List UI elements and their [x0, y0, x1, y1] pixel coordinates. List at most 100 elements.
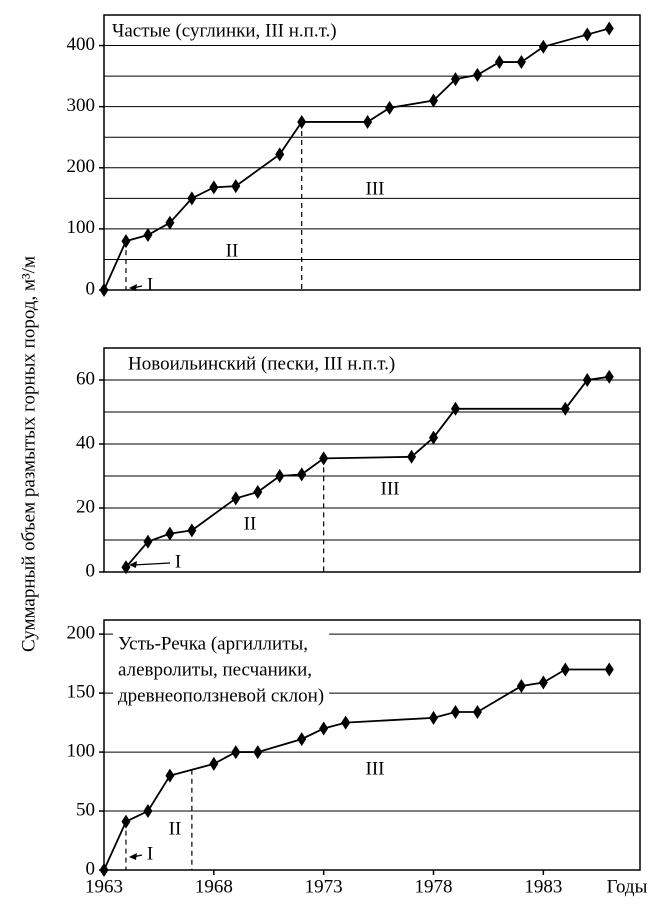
- chart-title: Частые (суглинки, III н.п.т.): [112, 20, 337, 41]
- data-point: [253, 485, 263, 499]
- data-point: [472, 67, 482, 82]
- chart-title: Усть-Речка (аргиллиты,: [118, 633, 308, 654]
- plot-frame: [103, 14, 641, 291]
- x-tick-label: 1963: [85, 876, 123, 897]
- data-point: [341, 715, 351, 730]
- y-axis-label: Суммарный объем размытых горных пород, м…: [18, 256, 39, 652]
- chart-title: Новоильинский (пески, III н.п.т.): [128, 353, 395, 374]
- arrow-head: [128, 853, 137, 860]
- chart-title: древнеоползневой склон): [118, 685, 324, 706]
- y-tick-label: 50: [76, 799, 95, 820]
- data-point: [121, 560, 131, 575]
- stage-label: II: [244, 513, 257, 534]
- data-point: [187, 191, 197, 206]
- data-point: [516, 55, 526, 70]
- x-tick-label: 1968: [195, 876, 233, 897]
- data-point: [407, 449, 417, 464]
- data-point: [582, 27, 592, 42]
- plot-frame: [103, 347, 641, 573]
- data-point: [560, 401, 570, 416]
- data-point: [99, 863, 109, 877]
- stage-label: III: [366, 178, 385, 199]
- arrow-head: [128, 561, 137, 568]
- data-line: [125, 375, 610, 568]
- y-tick-label: 40: [76, 432, 95, 453]
- data-point: [143, 534, 153, 549]
- x-tick-label: 1973: [305, 876, 343, 897]
- data-point: [275, 147, 285, 162]
- data-point: [560, 662, 570, 677]
- data-point: [297, 732, 307, 747]
- data-point: [143, 804, 153, 819]
- data-line: [103, 27, 610, 291]
- y-tick-label: 100: [67, 217, 96, 238]
- data-point: [275, 469, 285, 483]
- data-point: [297, 114, 307, 129]
- data-point: [187, 523, 197, 538]
- data-point: [604, 21, 614, 36]
- y-tick-label: 0: [86, 858, 96, 879]
- y-tick-label: 20: [76, 496, 95, 517]
- panel-title: Частые (суглинки, III н.п.т.): [107, 19, 342, 45]
- data-point: [604, 662, 614, 677]
- data-point: [165, 768, 175, 783]
- y-tick-label: 0: [86, 278, 96, 299]
- data-point: [450, 704, 460, 719]
- data-point: [209, 180, 219, 195]
- data-point: [121, 234, 131, 249]
- data-point: [121, 814, 131, 829]
- title-background: [123, 352, 401, 378]
- y-tick-label: 200: [67, 623, 96, 644]
- data-point: [538, 675, 548, 690]
- data-point: [143, 228, 153, 242]
- data-point: [165, 215, 175, 230]
- y-tick-label: 100: [67, 740, 96, 761]
- data-point: [450, 401, 460, 416]
- data-point: [363, 114, 373, 129]
- arrow-line: [132, 562, 171, 566]
- data-point: [429, 93, 439, 108]
- x-axis-label: Годы: [607, 876, 648, 897]
- data-point: [429, 710, 439, 725]
- stage-label: I: [147, 274, 153, 295]
- data-point: [253, 745, 263, 760]
- data-point: [165, 526, 175, 541]
- data-point: [209, 756, 219, 771]
- data-point: [604, 369, 614, 384]
- data-point: [472, 704, 482, 719]
- stage-label: I: [175, 551, 181, 572]
- data-point: [319, 721, 329, 736]
- stage-label: III: [366, 758, 385, 779]
- x-tick-label: 1983: [524, 876, 562, 897]
- data-point: [385, 100, 395, 115]
- data-point: [297, 467, 307, 482]
- chart-title: алевролиты, песчаники,: [118, 659, 312, 680]
- y-tick-label: 200: [67, 156, 96, 177]
- stage-label: II: [169, 818, 182, 839]
- data-point: [516, 679, 526, 694]
- data-point: [231, 491, 241, 506]
- data-point: [231, 179, 241, 194]
- y-tick-label: 300: [67, 95, 96, 116]
- arrow-head: [128, 284, 137, 291]
- data-point: [494, 55, 504, 70]
- data-point: [538, 39, 548, 54]
- data-point: [429, 430, 439, 445]
- plot-frame: [103, 619, 641, 871]
- data-point: [450, 72, 460, 87]
- panel-title: Новоильинский (пески, III н.п.т.): [123, 352, 401, 378]
- y-tick-label: 0: [86, 560, 96, 581]
- stage-label: III: [381, 478, 400, 499]
- y-tick-label: 60: [76, 368, 95, 389]
- x-tick-label: 1978: [415, 876, 453, 897]
- y-tick-label: 150: [67, 681, 96, 702]
- data-point: [231, 745, 241, 760]
- stage-label: II: [226, 240, 239, 261]
- data-point: [582, 373, 592, 387]
- data-point: [319, 451, 329, 466]
- stage-label: I: [147, 843, 153, 864]
- title-background: [107, 19, 342, 45]
- title-background: [113, 632, 330, 710]
- y-tick-label: 400: [67, 34, 96, 55]
